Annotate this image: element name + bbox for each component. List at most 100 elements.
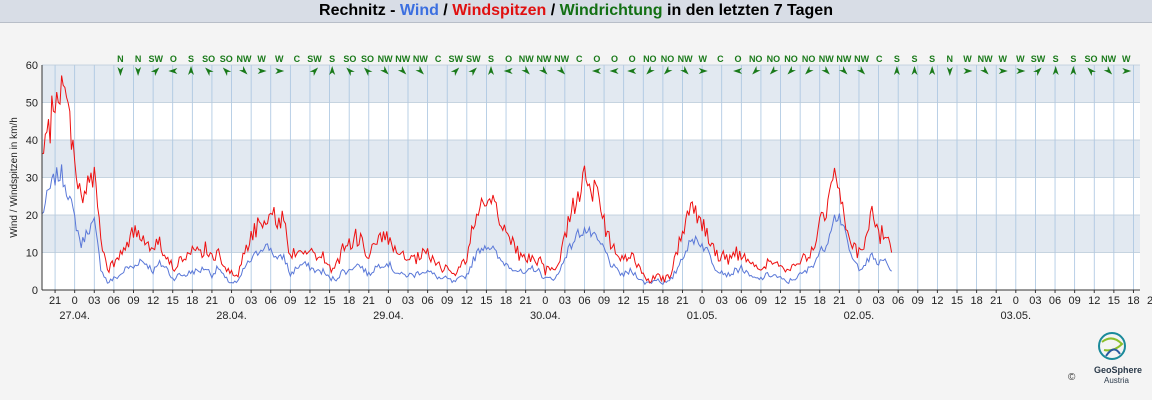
direction-label: SO xyxy=(220,54,233,64)
direction-arrow xyxy=(733,68,743,74)
direction-arrow xyxy=(1033,67,1042,76)
direction-arrow xyxy=(929,66,936,75)
x-tick-label: 18 xyxy=(1127,295,1139,307)
direction-label: NW xyxy=(395,54,410,64)
direction-label: NW xyxy=(854,54,869,64)
direction-label: NW xyxy=(378,54,393,64)
direction-arrow xyxy=(380,66,389,75)
direction-label: W xyxy=(699,54,708,64)
direction-label: SO xyxy=(343,54,356,64)
direction-arrow xyxy=(609,68,619,74)
direction-label: SW xyxy=(1031,54,1046,64)
direction-label: N xyxy=(947,54,954,64)
direction-arrow xyxy=(521,66,530,75)
direction-label: NO xyxy=(767,54,781,64)
direction-arrow xyxy=(1122,68,1132,74)
direction-label: C xyxy=(576,54,583,64)
direction-label: S xyxy=(488,54,494,64)
direction-arrow xyxy=(468,67,477,76)
direction-label: N xyxy=(117,54,124,64)
direction-arrow xyxy=(911,66,918,75)
direction-arrow xyxy=(257,68,267,74)
direction-label: S xyxy=(329,54,335,64)
x-tick-label: 09 xyxy=(1069,295,1081,307)
direction-arrow xyxy=(946,67,953,76)
gust-line xyxy=(41,75,893,284)
title-wind: Wind xyxy=(399,2,439,19)
x-tick-label: 03 xyxy=(245,295,257,307)
x-tick-label: 12 xyxy=(461,295,473,307)
direction-label: SW xyxy=(307,54,322,64)
direction-label: W xyxy=(275,54,284,64)
direction-label: NW xyxy=(413,54,428,64)
direction-label: NW xyxy=(819,54,834,64)
direction-arrow xyxy=(135,67,142,76)
direction-label: NW xyxy=(536,54,551,64)
x-tick-label: 12 xyxy=(304,295,316,307)
direction-arrow xyxy=(1103,66,1113,75)
direction-arrow xyxy=(1016,68,1026,74)
direction-arrow xyxy=(205,67,214,76)
date-label: 30.04. xyxy=(530,310,561,322)
x-tick-label: 15 xyxy=(323,295,335,307)
x-tick-label: 06 xyxy=(892,295,904,307)
direction-arrow xyxy=(980,66,989,75)
logo-line2: Austria xyxy=(1104,376,1129,385)
direction-arrow xyxy=(275,68,285,74)
direction-row: N N SW O S SO SO NW W W C SW S SO SO NW NW NW C SW SW S O NW NW N… xyxy=(117,54,1132,76)
direction-arrow xyxy=(680,66,689,75)
direction-label: SO xyxy=(361,54,374,64)
geosphere-logo: © GeoSphere Austria xyxy=(1068,330,1150,396)
title-rest: in den letzten 7 Tagen xyxy=(662,2,833,19)
direction-arrow xyxy=(309,67,319,76)
direction-arrow xyxy=(222,67,232,76)
direction-label: S xyxy=(1053,54,1059,64)
x-tick-label: 03 xyxy=(88,295,100,307)
direction-arrow xyxy=(239,66,248,75)
direction-label: S xyxy=(894,54,900,64)
direction-arrow xyxy=(821,66,830,75)
axis-labels: 0 10 20 30 40 50 60 Wind / Windspitzen in km/h 2… xyxy=(9,60,1152,322)
direction-arrow xyxy=(893,66,900,75)
direction-label: SW xyxy=(148,54,163,64)
x-tick-label: 06 xyxy=(578,295,590,307)
direction-arrow xyxy=(663,66,673,75)
direction-label: O xyxy=(735,54,742,64)
direction-arrow xyxy=(1070,66,1077,75)
direction-label: NO xyxy=(784,54,798,64)
x-tick-label: 18 xyxy=(970,295,982,307)
x-tick-label: 15 xyxy=(794,295,806,307)
direction-arrow xyxy=(488,66,495,75)
x-tick-label: 0 xyxy=(385,295,391,307)
direction-arrow xyxy=(415,66,424,75)
x-tick-label: 06 xyxy=(421,295,433,307)
x-tick-label: 09 xyxy=(598,295,610,307)
x-tick-label: 15 xyxy=(951,295,963,307)
direction-arrow xyxy=(787,66,796,75)
direction-arrow xyxy=(346,67,355,76)
x-tick-label: 09 xyxy=(441,295,453,307)
title-direction: Windrichtung xyxy=(559,2,663,19)
x-tick-label: 12 xyxy=(774,295,786,307)
direction-arrow xyxy=(646,66,655,75)
x-tick-label: 03 xyxy=(402,295,414,307)
x-tick-label: 15 xyxy=(167,295,179,307)
x-tick-label: 18 xyxy=(657,295,669,307)
direction-arrow xyxy=(503,68,513,74)
x-tick-label: 21 xyxy=(1147,295,1152,307)
x-tick-label: 15 xyxy=(1108,295,1120,307)
y-tick-label: 10 xyxy=(26,248,38,260)
direction-label: SO xyxy=(1084,54,1097,64)
direction-label: S xyxy=(188,54,194,64)
date-label: 29.04. xyxy=(373,310,404,322)
x-tick-label: 0 xyxy=(699,295,705,307)
x-tick-label: 21 xyxy=(206,295,218,307)
x-tick-label: 18 xyxy=(500,295,512,307)
direction-label: NO xyxy=(802,54,816,64)
direction-arrow xyxy=(856,66,866,75)
x-tick-label: 18 xyxy=(343,295,355,307)
direction-label: SW xyxy=(448,54,463,64)
x-tick-label: 12 xyxy=(618,295,630,307)
direction-label: NW xyxy=(836,54,851,64)
